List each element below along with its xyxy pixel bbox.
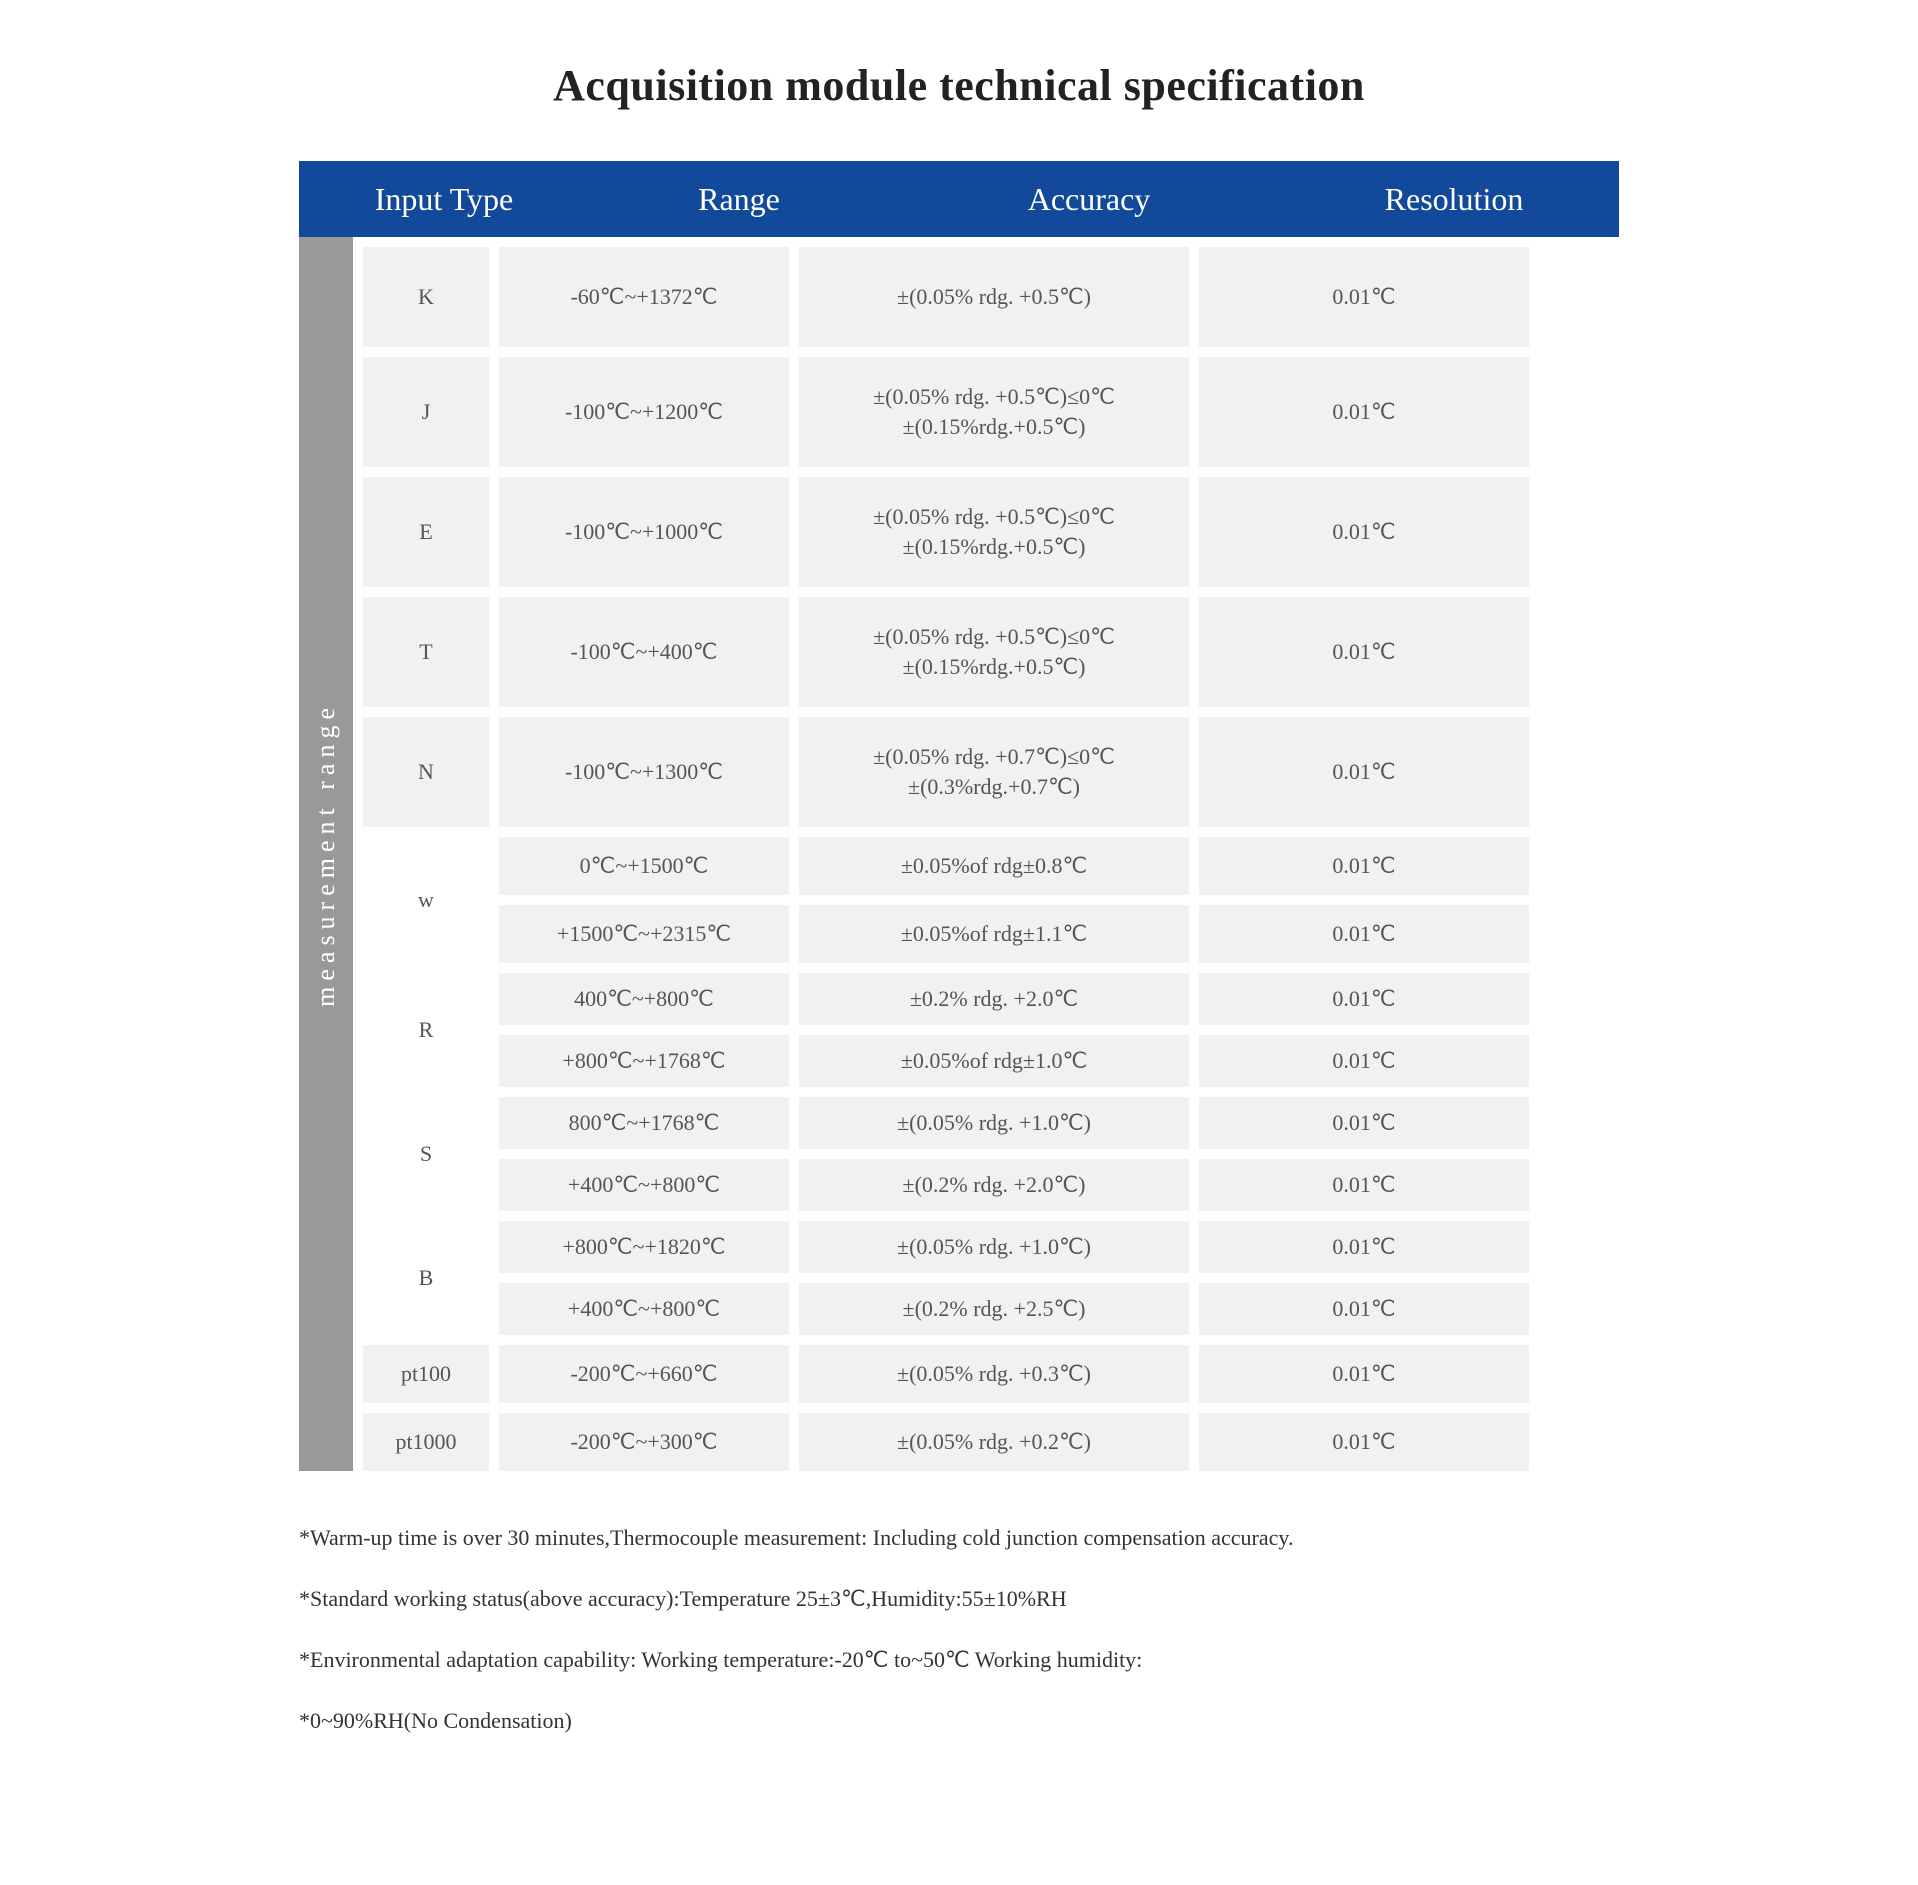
cell-resolution: 0.01℃ xyxy=(1199,837,1529,895)
cell-resolution: 0.01℃ xyxy=(1199,973,1529,1025)
cell-accuracy: ±(0.05% rdg. +0.2℃) xyxy=(799,1413,1189,1471)
side-label: measurement range xyxy=(299,237,353,1471)
cell-type: pt1000 xyxy=(363,1413,489,1471)
cell-type: K xyxy=(363,247,489,347)
table-row: 800℃~+1768℃ ±(0.05% rdg. +1.0℃) 0.01℃ xyxy=(499,1097,1619,1149)
cell-range: -100℃~+1200℃ xyxy=(499,357,789,467)
cell-range: -100℃~+1000℃ xyxy=(499,477,789,587)
cell-accuracy: ±0.2% rdg. +2.0℃ xyxy=(799,973,1189,1025)
table-row-group: R 400℃~+800℃ ±0.2% rdg. +2.0℃ 0.01℃ +800… xyxy=(353,973,1619,1087)
subrows: 800℃~+1768℃ ±(0.05% rdg. +1.0℃) 0.01℃ +4… xyxy=(499,1097,1619,1211)
cell-resolution: 0.01℃ xyxy=(1199,1345,1529,1403)
subrows: 0℃~+1500℃ ±0.05%of rdg±0.8℃ 0.01℃ +1500℃… xyxy=(499,837,1619,963)
table-row: +800℃~+1768℃ ±0.05%of rdg±1.0℃ 0.01℃ xyxy=(499,1035,1619,1087)
th-range: Range xyxy=(589,181,889,218)
cell-accuracy: ±(0.05% rdg. +0.3℃) xyxy=(799,1345,1189,1403)
cell-accuracy: ±(0.2% rdg. +2.5℃) xyxy=(799,1283,1189,1335)
table-header: Input Type Range Accuracy Resolution xyxy=(299,161,1619,237)
table-row: +400℃~+800℃ ±(0.2% rdg. +2.5℃) 0.01℃ xyxy=(499,1283,1619,1335)
cell-accuracy: ±0.05%of rdg±0.8℃ xyxy=(799,837,1189,895)
table-row: J -100℃~+1200℃ ±(0.05% rdg. +0.5℃)≤0℃±(0… xyxy=(353,357,1619,467)
cell-range: 400℃~+800℃ xyxy=(499,973,789,1025)
cell-accuracy: ±(0.05% rdg. +0.7℃)≤0℃±(0.3%rdg.+0.7℃) xyxy=(799,717,1189,827)
cell-range: +800℃~+1768℃ xyxy=(499,1035,789,1087)
page-title: Acquisition module technical specificati… xyxy=(299,60,1619,111)
cell-type: R xyxy=(363,973,489,1087)
table-body: measurement range K -60℃~+1372℃ ±(0.05% … xyxy=(299,237,1619,1471)
cell-type: w xyxy=(363,837,489,963)
footnote: *0~90%RH(No Condensation) xyxy=(299,1704,1619,1737)
table-row: E -100℃~+1000℃ ±(0.05% rdg. +0.5℃)≤0℃±(0… xyxy=(353,477,1619,587)
table-row: 400℃~+800℃ ±0.2% rdg. +2.0℃ 0.01℃ xyxy=(499,973,1619,1025)
cell-accuracy: ±(0.05% rdg. +0.5℃)≤0℃±(0.15%rdg.+0.5℃) xyxy=(799,357,1189,467)
cell-resolution: 0.01℃ xyxy=(1199,717,1529,827)
cell-resolution: 0.01℃ xyxy=(1199,1097,1529,1149)
cell-resolution: 0.01℃ xyxy=(1199,1283,1529,1335)
cell-range: +1500℃~+2315℃ xyxy=(499,905,789,963)
spec-page: Acquisition module technical specificati… xyxy=(299,60,1619,1737)
table-row-group: B +800℃~+1820℃ ±(0.05% rdg. +1.0℃) 0.01℃… xyxy=(353,1221,1619,1335)
th-resolution: Resolution xyxy=(1289,181,1619,218)
cell-resolution: 0.01℃ xyxy=(1199,1413,1529,1471)
table-row: pt1000 -200℃~+300℃ ±(0.05% rdg. +0.2℃) 0… xyxy=(353,1413,1619,1471)
table-row: K -60℃~+1372℃ ±(0.05% rdg. +0.5℃) 0.01℃ xyxy=(353,247,1619,347)
cell-type: N xyxy=(363,717,489,827)
table-row: +800℃~+1820℃ ±(0.05% rdg. +1.0℃) 0.01℃ xyxy=(499,1221,1619,1273)
cell-type: T xyxy=(363,597,489,707)
cell-range: -100℃~+1300℃ xyxy=(499,717,789,827)
cell-accuracy: ±(0.05% rdg. +1.0℃) xyxy=(799,1097,1189,1149)
footnote: *Environmental adaptation capability: Wo… xyxy=(299,1643,1619,1676)
cell-type: S xyxy=(363,1097,489,1211)
cell-type: E xyxy=(363,477,489,587)
cell-range: -200℃~+660℃ xyxy=(499,1345,789,1403)
table-rows: K -60℃~+1372℃ ±(0.05% rdg. +0.5℃) 0.01℃ … xyxy=(353,237,1619,1471)
cell-accuracy: ±(0.05% rdg. +0.5℃)≤0℃±(0.15%rdg.+0.5℃) xyxy=(799,477,1189,587)
cell-range: +800℃~+1820℃ xyxy=(499,1221,789,1273)
cell-range: +400℃~+800℃ xyxy=(499,1159,789,1211)
cell-accuracy: ±(0.05% rdg. +1.0℃) xyxy=(799,1221,1189,1273)
side-label-text: measurement range xyxy=(311,702,341,1007)
cell-resolution: 0.01℃ xyxy=(1199,1159,1529,1211)
cell-range: +400℃~+800℃ xyxy=(499,1283,789,1335)
cell-resolution: 0.01℃ xyxy=(1199,1035,1529,1087)
cell-accuracy: ±(0.2% rdg. +2.0℃) xyxy=(799,1159,1189,1211)
cell-accuracy: ±(0.05% rdg. +0.5℃)≤0℃±(0.15%rdg.+0.5℃) xyxy=(799,597,1189,707)
footnotes: *Warm-up time is over 30 minutes,Thermoc… xyxy=(299,1521,1619,1737)
cell-accuracy: ±(0.05% rdg. +0.5℃) xyxy=(799,247,1189,347)
footnote: *Standard working status(above accuracy)… xyxy=(299,1582,1619,1615)
subrows: +800℃~+1820℃ ±(0.05% rdg. +1.0℃) 0.01℃ +… xyxy=(499,1221,1619,1335)
table-row: +400℃~+800℃ ±(0.2% rdg. +2.0℃) 0.01℃ xyxy=(499,1159,1619,1211)
table-row: +1500℃~+2315℃ ±0.05%of rdg±1.1℃ 0.01℃ xyxy=(499,905,1619,963)
cell-range: -60℃~+1372℃ xyxy=(499,247,789,347)
th-input-type: Input Type xyxy=(299,181,589,218)
cell-accuracy: ±0.05%of rdg±1.1℃ xyxy=(799,905,1189,963)
table-row: pt100 -200℃~+660℃ ±(0.05% rdg. +0.3℃) 0.… xyxy=(353,1345,1619,1403)
cell-resolution: 0.01℃ xyxy=(1199,247,1529,347)
cell-range: -100℃~+400℃ xyxy=(499,597,789,707)
table-row: N -100℃~+1300℃ ±(0.05% rdg. +0.7℃)≤0℃±(0… xyxy=(353,717,1619,827)
cell-resolution: 0.01℃ xyxy=(1199,597,1529,707)
table-row: T -100℃~+400℃ ±(0.05% rdg. +0.5℃)≤0℃±(0.… xyxy=(353,597,1619,707)
footnote: *Warm-up time is over 30 minutes,Thermoc… xyxy=(299,1521,1619,1554)
cell-type: pt100 xyxy=(363,1345,489,1403)
table-row-group: w 0℃~+1500℃ ±0.05%of rdg±0.8℃ 0.01℃ +150… xyxy=(353,837,1619,963)
table-row-group: S 800℃~+1768℃ ±(0.05% rdg. +1.0℃) 0.01℃ … xyxy=(353,1097,1619,1211)
cell-type: J xyxy=(363,357,489,467)
cell-resolution: 0.01℃ xyxy=(1199,357,1529,467)
spec-table: Input Type Range Accuracy Resolution mea… xyxy=(299,161,1619,1471)
cell-range: 0℃~+1500℃ xyxy=(499,837,789,895)
subrows: 400℃~+800℃ ±0.2% rdg. +2.0℃ 0.01℃ +800℃~… xyxy=(499,973,1619,1087)
cell-range: 800℃~+1768℃ xyxy=(499,1097,789,1149)
th-accuracy: Accuracy xyxy=(889,181,1289,218)
cell-range: -200℃~+300℃ xyxy=(499,1413,789,1471)
cell-resolution: 0.01℃ xyxy=(1199,905,1529,963)
cell-resolution: 0.01℃ xyxy=(1199,477,1529,587)
cell-type: B xyxy=(363,1221,489,1335)
cell-accuracy: ±0.05%of rdg±1.0℃ xyxy=(799,1035,1189,1087)
table-row: 0℃~+1500℃ ±0.05%of rdg±0.8℃ 0.01℃ xyxy=(499,837,1619,895)
cell-resolution: 0.01℃ xyxy=(1199,1221,1529,1273)
